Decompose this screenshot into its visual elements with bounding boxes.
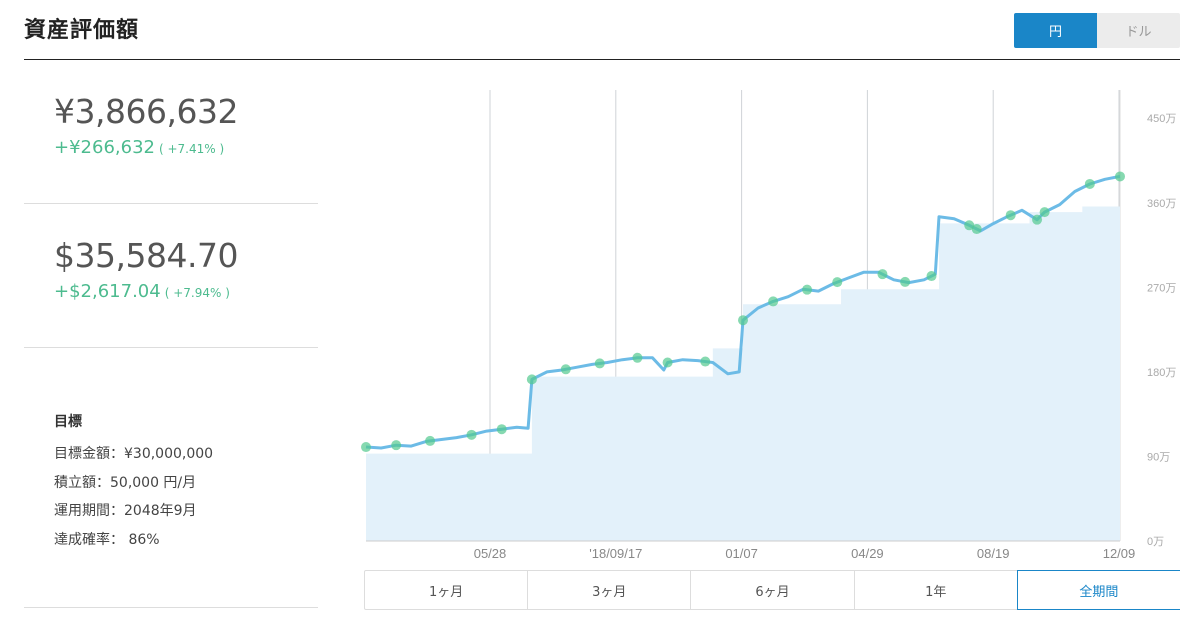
goal-period: 運用期間：2048年9月 [54,503,197,519]
data-marker [496,424,507,435]
data-marker [971,224,982,235]
data-marker [662,357,673,368]
data-marker [738,315,748,326]
goal-probability: 達成確率： 86% [54,531,160,548]
data-marker [526,374,537,385]
usd-gain-amount: +$2,617.04 [54,281,161,302]
data-marker [877,269,888,280]
period-1year-button[interactable]: 1年 [855,571,1018,609]
jpy-gain-percent: ( +7.41% ) [158,142,225,156]
jpy-total-value: ¥3,866,632 [54,92,238,131]
period-all-button[interactable]: 全期間 [1016,570,1181,610]
header-divider [24,59,1180,60]
data-marker [1115,171,1125,182]
goal-amount: 目標金額：¥30,000,000 [54,446,214,462]
data-marker [361,442,371,453]
currency-usd-button[interactable]: ドル [1097,13,1180,48]
data-marker [964,220,975,231]
x-tick-label: 05/28 [474,546,507,561]
y-tick-label: 180万 [1147,367,1176,379]
y-tick-label: 0万 [1147,536,1164,548]
data-marker [466,429,477,440]
data-marker [425,435,436,446]
x-tick-label: '18/09/17 [589,546,642,561]
y-tick-label: 270万 [1147,282,1176,294]
data-marker [1084,178,1095,189]
usd-gain-percent: ( +7.94% ) [164,286,230,300]
data-marker [802,284,813,295]
period-selector: 1ヶ月 3ヶ月 6ヶ月 1年 全期間 [364,570,1181,610]
goal-title: 目標 [54,414,82,430]
data-marker [560,364,571,375]
asset-value-chart: 0万 90万 180万 270万 360万 450万 05/28 '18/09/17 01/07… [361,90,1176,561]
period-6month-button[interactable]: 6ヶ月 [691,571,855,609]
page-title: 資産評価額 [24,18,140,43]
data-marker [832,277,843,288]
currency-jpy-button[interactable]: 円 [1014,13,1097,48]
contribution-area [366,206,1120,541]
jpy-summary: ¥3,866,632 +¥266,632( +7.41% ) [24,60,318,204]
data-marker [1005,210,1016,221]
jpy-gain: +¥266,632( +7.41% ) [54,137,318,158]
summary-panel: ¥3,866,632 +¥266,632( +7.41% ) $35,584.7… [24,60,318,608]
goal-monthly-contribution: 積立額：50,000 円/月 [54,474,197,491]
x-tick-label: 04/29 [851,546,884,561]
x-tick-label: 08/19 [977,546,1010,561]
y-tick-label: 450万 [1147,113,1176,125]
data-marker [900,276,911,287]
jpy-gain-amount: +¥266,632 [54,137,155,158]
usd-total-value: $35,584.70 [54,236,238,275]
y-tick-label: 90万 [1147,451,1170,463]
goal-section: 目標 目標金額：¥30,000,000 積立額：50,000 円/月 運用期間：… [24,348,318,608]
data-marker [768,296,779,307]
period-3month-button[interactable]: 3ヶ月 [528,571,692,609]
currency-toggle: 円 ドル [1014,13,1180,48]
usd-summary: $35,584.70 +$2,617.04( +7.94% ) [24,204,318,348]
data-marker [1039,207,1050,218]
x-tick-label: 12/09 [1103,546,1136,561]
usd-gain: +$2,617.04( +7.94% ) [54,281,318,302]
data-marker [391,440,402,451]
data-marker [926,271,937,282]
x-tick-label: 01/07 [725,546,758,561]
data-marker [1032,214,1043,225]
data-marker [700,356,711,367]
period-1month-button[interactable]: 1ヶ月 [365,571,529,609]
data-marker [632,352,643,363]
y-tick-label: 360万 [1147,198,1176,210]
data-marker [594,358,605,369]
